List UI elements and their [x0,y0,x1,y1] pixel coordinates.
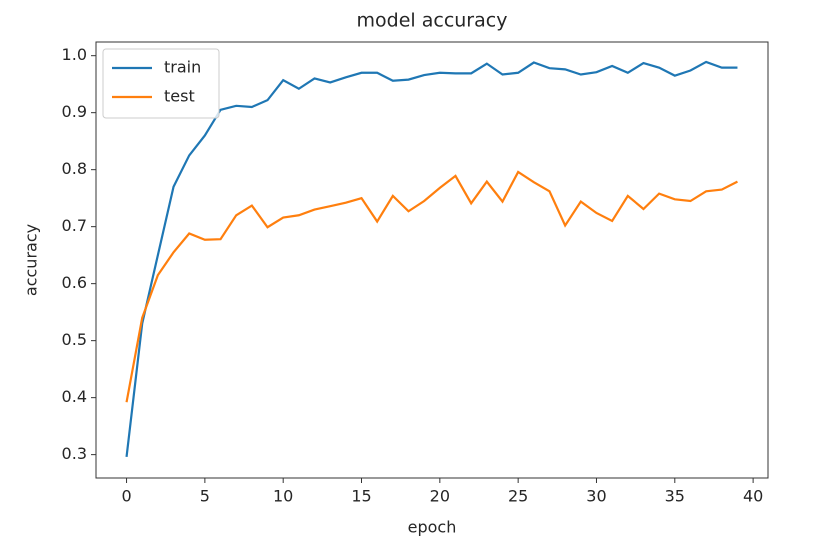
chart-title: model accuracy [357,10,508,32]
line-series [125,60,738,458]
legend-box [102,48,220,119]
x-axis-label: epoch [408,518,457,537]
legend-label: train [164,58,201,77]
legend-label: test [164,87,195,106]
x-tick-label: 35 [665,487,685,506]
y-tick-label: 0.3 [62,444,87,463]
x-tick-label: 20 [430,487,450,506]
y-axis-label: accuracy [22,224,41,296]
y-tick-label: 0.7 [62,216,87,235]
x-tick-label: 15 [351,487,371,506]
x-tick-label: 5 [200,487,210,506]
y-tick-label: 0.4 [62,387,87,406]
plot-frame [95,41,769,479]
y-tick-label: 0.9 [62,102,87,121]
y-tick-label: 0.8 [62,159,87,178]
line-series [125,170,738,403]
x-tick-label: 40 [743,487,763,506]
y-tick-label: 1.0 [62,45,87,64]
x-tick-label: 25 [508,487,528,506]
x-tick-label: 10 [273,487,293,506]
y-tick-label: 0.6 [62,273,87,292]
y-tick-label: 0.5 [62,330,87,349]
x-tick-label: 0 [121,487,131,506]
x-tick-label: 30 [586,487,606,506]
